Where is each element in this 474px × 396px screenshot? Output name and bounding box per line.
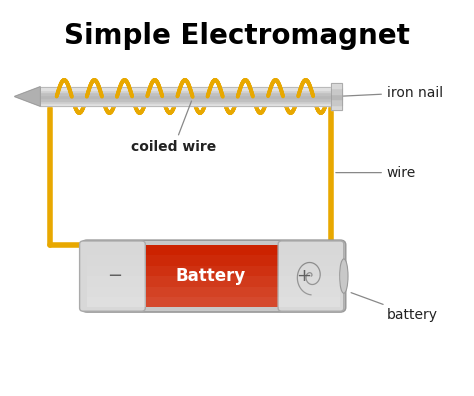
Bar [40, 103, 331, 106]
Bar [331, 105, 342, 110]
Text: coiled wire: coiled wire [131, 101, 217, 154]
Bar [40, 87, 331, 106]
Text: +: + [296, 267, 311, 285]
Bar [331, 88, 342, 94]
Bar [40, 89, 331, 92]
Bar [40, 95, 331, 98]
Bar [331, 83, 342, 88]
FancyBboxPatch shape [278, 241, 344, 311]
Ellipse shape [339, 259, 348, 293]
Text: wire: wire [336, 166, 416, 180]
Text: −: − [107, 267, 122, 285]
Polygon shape [15, 87, 40, 106]
Bar [40, 92, 331, 95]
Bar [40, 87, 331, 89]
Bar [87, 276, 340, 286]
Bar [87, 245, 340, 255]
Bar [137, 245, 284, 307]
Bar [40, 101, 331, 103]
Text: Battery: Battery [176, 267, 246, 285]
Text: iron nail: iron nail [338, 86, 443, 99]
Bar [87, 286, 340, 297]
Bar [87, 266, 340, 276]
Bar [87, 297, 340, 307]
Bar [331, 83, 342, 110]
Text: battery: battery [351, 293, 438, 322]
Bar [87, 255, 340, 266]
Bar [40, 98, 331, 101]
Bar [331, 94, 342, 99]
FancyBboxPatch shape [82, 240, 346, 312]
FancyBboxPatch shape [80, 241, 145, 311]
Bar [331, 99, 342, 105]
Text: Simple Electromagnet: Simple Electromagnet [64, 22, 410, 50]
